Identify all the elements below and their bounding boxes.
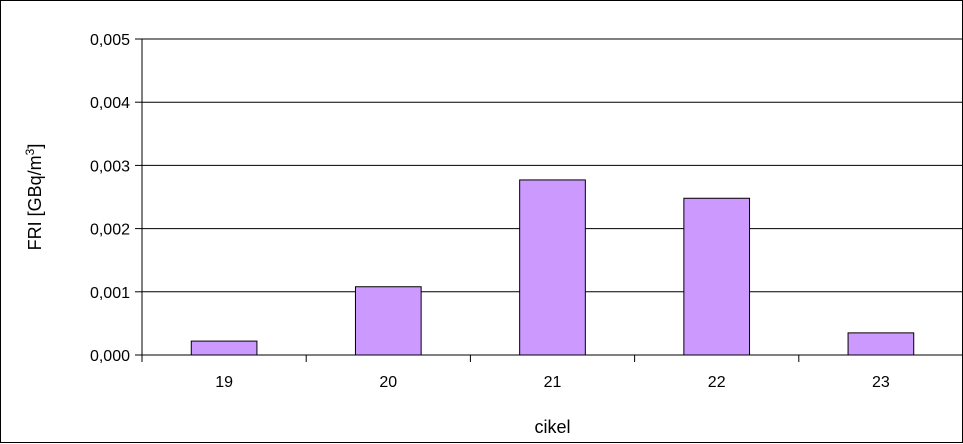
bar-23 — [847, 332, 915, 356]
y-tick-label: 0,003 — [90, 158, 130, 175]
y-axis-title-suffix: ] — [25, 144, 45, 149]
x-tick-label: 22 — [708, 374, 726, 391]
bar-19 — [190, 340, 258, 356]
x-tick-label: 19 — [215, 374, 233, 391]
x-axis-title: cikel — [534, 417, 570, 437]
axes — [141, 39, 963, 356]
y-tick-label: 0,004 — [90, 95, 130, 112]
y-axis-title: FRI [GBq/m3] — [23, 144, 45, 251]
y-tick-label: 0,002 — [90, 222, 130, 239]
x-tick-label: 20 — [379, 374, 397, 391]
y-axis-title-main: FRI [GBq/m — [25, 155, 45, 250]
y-axis-title-superscript: 3 — [23, 148, 37, 155]
bar-20 — [354, 286, 422, 356]
gridlines — [142, 38, 963, 293]
y-tick-label: 0,001 — [90, 285, 130, 302]
x-tick-label: 21 — [544, 374, 562, 391]
x-tick-labels: 19 20 21 22 23 — [141, 355, 963, 391]
y-tick-label: 0,005 — [90, 32, 130, 49]
y-tick-labels: 0,000 0,001 0,002 0,003 0,004 0,005 — [90, 32, 142, 365]
bar-21 — [519, 179, 586, 356]
bar-22 — [683, 197, 751, 356]
y-tick-label: 0,000 — [90, 348, 130, 365]
bars — [190, 179, 915, 356]
x-tick-label: 23 — [872, 374, 890, 391]
